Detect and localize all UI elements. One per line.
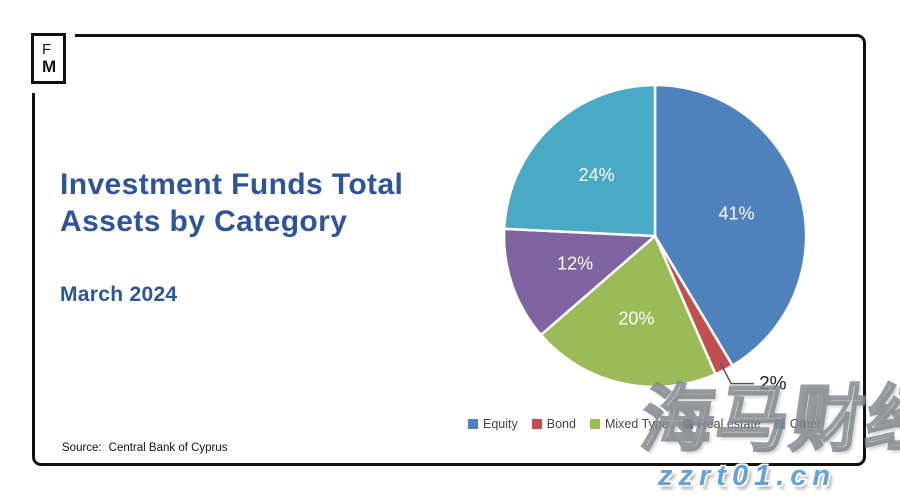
legend-item-real-estate: Real estate (682, 417, 761, 431)
watermark-site-url: zzrt01.cn (658, 460, 837, 492)
pie-chart: 41% 2% 20% 12% 24% (502, 83, 808, 395)
chart-title-line-2: Assets by Category (60, 205, 348, 238)
source-value: Central Bank of Cyprus (108, 442, 228, 454)
pie-data-label-mixed-type: 20% (618, 309, 654, 329)
legend-label-bond: Bond (546, 417, 576, 431)
legend-item-other: Other (774, 417, 822, 431)
legend-item-mixed-type: Mixed Type (589, 417, 669, 431)
source-label: Source: (62, 442, 102, 454)
pie-data-label-equity: 41% (718, 204, 754, 224)
chart-legend: Equity Bond Mixed Type Real estate Other (468, 417, 821, 431)
source-note: Source: Central Bank of Cyprus (62, 442, 228, 454)
legend-label-other: Other (789, 417, 822, 431)
chart-subtitle: March 2024 (60, 283, 178, 306)
legend-item-bond: Bond (531, 417, 576, 431)
watermark-cjk: 海马财经 (635, 379, 900, 462)
pie-slice-mixed-type (539, 234, 717, 389)
legend-swatch-bond (531, 419, 542, 429)
legend-swatch-other (774, 419, 785, 429)
legend-swatch-real-estate (682, 419, 693, 429)
chart-title-line-1: Investment Funds Total (60, 168, 404, 201)
fm-logo: F M (31, 33, 66, 84)
border-frame (32, 34, 866, 466)
pie-leader-line (720, 363, 755, 385)
chart-title: Investment Funds Total Assets by Categor… (60, 166, 403, 240)
pie-data-label-real-estate: 12% (557, 254, 593, 274)
legend-label-mixed-type: Mixed Type (604, 417, 669, 431)
pie-slice-other (502, 83, 657, 238)
legend-label-equity: Equity (483, 417, 518, 431)
pie-slice-equity (653, 83, 808, 367)
legend-item-equity: Equity (468, 417, 518, 431)
fm-logo-letter-f: F (42, 41, 52, 58)
legend-label-real-estate: Real estate (697, 417, 761, 431)
fm-logo-letter-m: M (42, 57, 57, 76)
pie-data-label-bond: 2% (759, 374, 787, 395)
pie-slice-real-estate (502, 227, 657, 337)
pie-data-label-other: 24% (579, 165, 615, 185)
legend-swatch-mixed-type (589, 419, 600, 429)
legend-swatch-equity (468, 419, 478, 429)
